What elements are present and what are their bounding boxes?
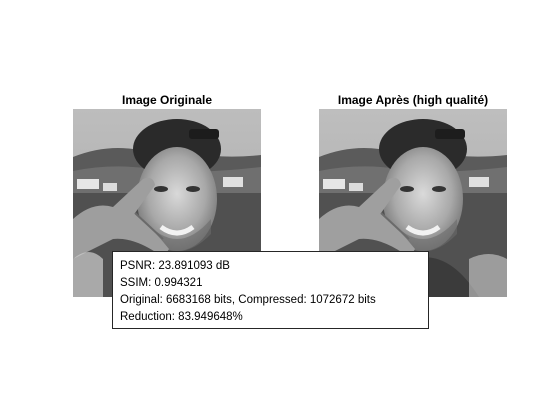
metrics-annotation-box: PSNR: 23.891093 dB SSIM: 0.994321 Origin… <box>112 251 429 329</box>
psnr-text: PSNR: 23.891093 dB <box>120 260 230 272</box>
panel-title-compressed: Image Après (high qualité) <box>337 93 489 107</box>
ssim-text: SSIM: 0.994321 <box>120 277 203 289</box>
panel-title-original: Image Originale <box>121 93 213 107</box>
reduction-text: Reduction: 83.949648% <box>120 311 243 323</box>
bits-text: Original: 6683168 bits, Compressed: 1072… <box>120 294 376 306</box>
